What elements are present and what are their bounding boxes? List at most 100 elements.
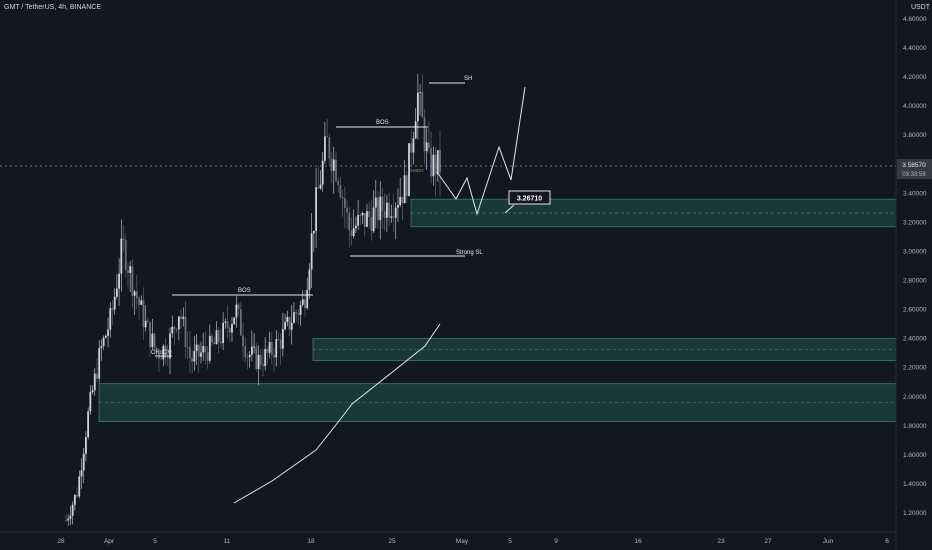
x-axis-ticks: 28 Apr 5 11 18 25 May 5 9 16 23 27 Jun 6 [57,538,889,545]
candle-body [337,180,340,185]
x-tick-label: 18 [307,538,315,545]
candle-body [324,136,326,161]
candle-body [374,197,377,208]
candle-body [312,230,315,234]
x-tick-label: 23 [717,538,725,545]
candle-body [144,320,147,328]
candle-body [224,321,227,323]
candle-body [85,437,87,454]
candle-body [281,329,284,349]
candle-body [390,216,393,218]
candle-body [71,504,74,516]
candle-body [191,358,194,362]
y-tick-label: 1.80000 [903,423,927,430]
candle-body [173,326,176,329]
candle-body [414,121,417,139]
candle-body [113,296,116,310]
candle-body [310,233,313,270]
candle-body [357,215,360,226]
candle-body [177,316,180,330]
candle-body [275,339,278,358]
candle-body [279,339,282,349]
target-pointer [504,204,515,214]
candle-body [151,333,154,348]
candle-body [115,288,118,297]
candle-body [104,335,107,338]
candle-body [297,313,300,315]
y-tick-label: 4.60000 [903,16,927,23]
svg-text:03:33:58: 03:33:58 [902,172,926,178]
candle-body [120,238,123,274]
candle-body [98,347,101,379]
candle-body [434,154,437,175]
candle-body [266,349,269,353]
candle-body [175,328,178,330]
candle-body [416,92,419,122]
candle-body [204,346,207,353]
header-symbol: GMT / TetherUS, 4h, BINANCE [4,4,101,11]
candle-body [135,291,138,299]
candlesticks [65,73,441,526]
candle-body [226,321,229,329]
y-tick-label: 3.80000 [903,132,927,139]
candle-body [332,159,335,171]
candle-body [428,142,430,148]
candle-body [346,207,348,213]
candle-body [368,211,371,218]
candle-body [222,322,225,344]
label-bos-lower: BOS [238,288,251,294]
candle-body [160,358,163,360]
candle-body [397,205,399,208]
svg-text:3.58570: 3.58570 [902,162,926,169]
currency-label: USDT [910,4,930,11]
candle-body [301,299,304,305]
candle-body [166,357,169,359]
candle-body [304,299,306,308]
candle-body [235,304,238,318]
candle-body [286,316,289,322]
candle-body [253,346,256,348]
candle-body [330,158,333,171]
candle-body [197,344,200,357]
candle-body [131,266,134,296]
candle-body [436,150,439,175]
candle-body [184,316,187,348]
candle-body [73,494,76,505]
candle-body [405,175,408,196]
y-tick-label: 1.60000 [903,452,927,459]
x-tick-label: 5 [153,538,157,545]
candle-body [153,333,156,348]
y-tick-label: 2.80000 [903,278,927,285]
candle-body [348,212,351,231]
candle-body [392,216,395,218]
candle-body [215,330,218,345]
candle-body [129,266,132,274]
structure-lines [155,82,526,504]
candle-body [361,212,364,216]
svg-text:3.26710: 3.26710 [517,196,542,203]
candle-body [211,335,213,343]
candle-body [239,308,242,336]
candle-body [80,470,83,477]
candle-body [308,269,311,290]
candle-body [162,345,165,360]
candle-body [372,207,375,232]
candle-body [220,341,222,344]
y-tick-label: 3.20000 [903,219,927,226]
candle-body [317,187,320,189]
label-bos-upper: BOS [376,120,389,126]
candle-body [359,215,362,216]
candle-body [118,273,121,289]
x-tick-label: 16 [634,538,642,545]
candle-body [164,345,167,358]
candle-body [403,175,406,204]
candle-body [339,184,342,198]
candle-body [410,143,413,153]
candle-body [430,147,433,177]
candle-body [140,300,143,305]
trend-curve [233,323,441,504]
candle-body [421,92,424,118]
demand-zones [98,198,897,422]
x-tick-label: 27 [764,538,772,545]
